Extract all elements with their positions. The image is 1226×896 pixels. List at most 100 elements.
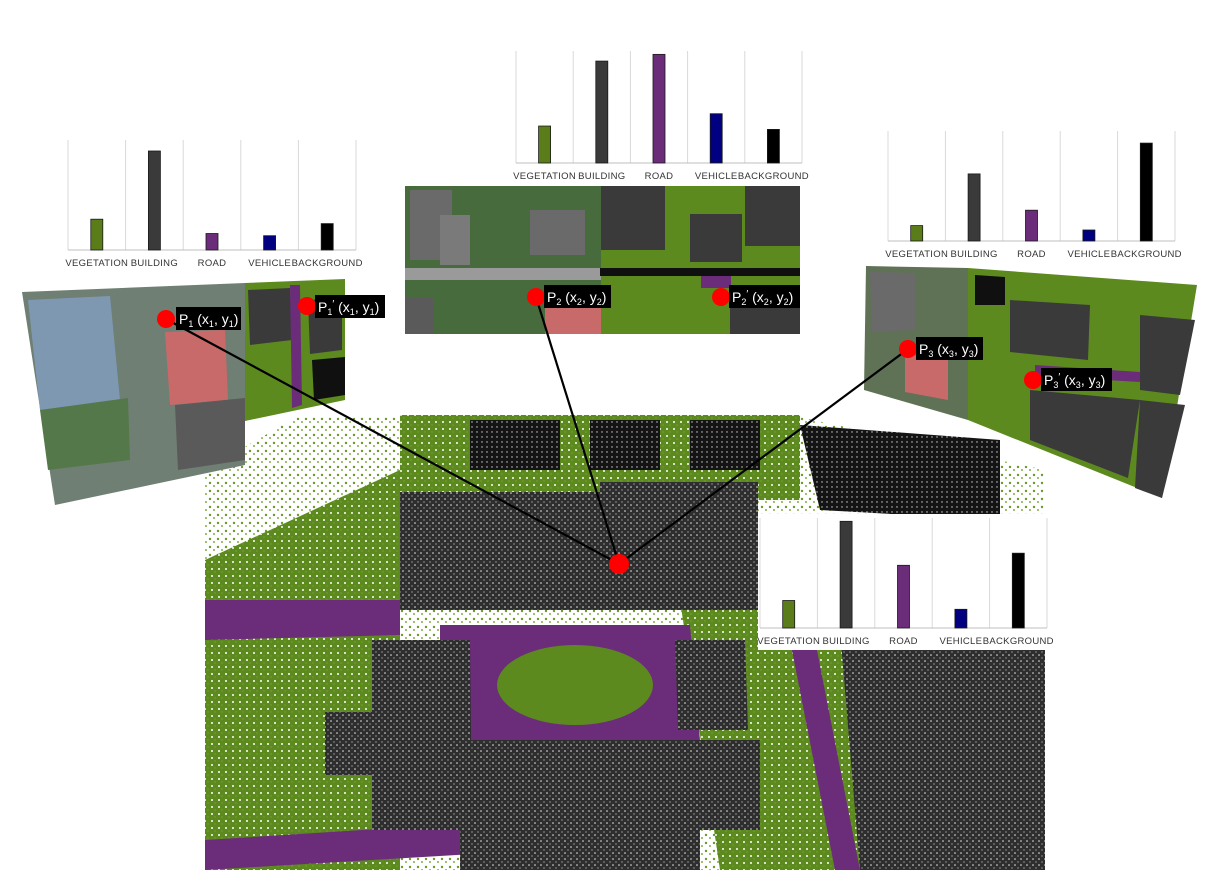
- road-cloud-bottom: [205, 820, 540, 870]
- building-cloud-d: [675, 640, 748, 730]
- tick-label-road: ROAD: [1017, 249, 1046, 260]
- point-labels: P1 (x1, y1) P1′ (x1, y1) P2 (x2, y2) P2′…: [176, 285, 1112, 391]
- seg-building-3a: [1010, 300, 1090, 360]
- projection-line-3: [618, 348, 909, 565]
- tick-label-building: BUILDING: [578, 171, 625, 182]
- building-cloud-e: [372, 740, 760, 830]
- bar-vehicle: [709, 113, 723, 164]
- seg-building-2b: [690, 214, 742, 262]
- label-p2-bg: [544, 285, 611, 308]
- seg-building-2a: [601, 186, 665, 250]
- road-cloud-main: [205, 600, 400, 640]
- bar-background: [767, 128, 780, 164]
- label-p2-prime-bg: [729, 285, 800, 308]
- label-p2-prime: P2′ (x2, y2): [729, 285, 800, 308]
- road-cloud-right: [790, 640, 860, 870]
- bar-road: [897, 564, 910, 629]
- marker-p1: [157, 310, 175, 328]
- image-panel-1: [22, 279, 345, 505]
- bar-background: [1139, 142, 1153, 242]
- bar-vegetation: [910, 225, 924, 242]
- building-cloud-f: [325, 712, 382, 775]
- bar-chart-image-1: VEGETATION BUILDING ROAD VEHICLE BACKGROUND: [65, 140, 362, 269]
- image-panel-2: [405, 186, 800, 334]
- bar-vehicle: [1082, 229, 1096, 242]
- tick-label-background: BACKGROUND: [738, 171, 809, 182]
- building-cloud-a: [400, 492, 605, 610]
- label-p3: P3 (x3, y3): [916, 337, 983, 360]
- building-cloud-i: [690, 420, 760, 470]
- tick-label-road: ROAD: [198, 258, 227, 269]
- tick-label-vehicle: VEHICLE: [940, 636, 983, 647]
- label-p2: P2 (x2, y2): [544, 285, 611, 308]
- tick-label-building: BUILDING: [950, 249, 997, 260]
- marker-p-cloud: [609, 554, 629, 574]
- bar-background: [1011, 552, 1025, 629]
- label-p1-bg: [176, 307, 241, 330]
- bar-building: [839, 520, 853, 629]
- building-cloud-top-right: [800, 425, 1000, 520]
- photo-red-court-3: [905, 355, 948, 400]
- bar-building: [967, 173, 981, 242]
- tick-label-road: ROAD: [889, 636, 918, 647]
- label-p2-prime-text: P2′ (x2, y2): [732, 289, 793, 307]
- label-p1-prime: P1′ (x1, y1): [315, 295, 385, 318]
- photo-road-2: [405, 268, 601, 280]
- tick-label-background: BACKGROUND: [983, 636, 1054, 647]
- tick-label-vegetation: VEGETATION: [65, 258, 128, 269]
- tick-label-vehicle: VEHICLE: [1068, 249, 1111, 260]
- projection-lines: [165, 296, 909, 565]
- building-cloud-right: [840, 630, 1045, 870]
- bar-building: [595, 60, 609, 164]
- label-p3-bg: [916, 337, 983, 360]
- seg-building-1a: [248, 288, 292, 345]
- bar-chart-image-2: VEGETATION BUILDING ROAD VEHICLE BACKGROUND: [513, 51, 809, 182]
- photo-roof-1b: [40, 398, 130, 470]
- label-p1-prime-bg: [315, 295, 385, 318]
- seg-bg-3: [975, 275, 1005, 305]
- label-p3-prime: P3′ (x3, y3): [1041, 368, 1112, 391]
- projection-line-1: [165, 318, 620, 565]
- tick-label-building: BUILDING: [131, 258, 178, 269]
- seg-building-2c: [745, 186, 800, 246]
- photo-gray-1: [175, 398, 245, 470]
- bar-background: [320, 223, 334, 251]
- building-cloud-g: [470, 420, 560, 470]
- bar-building: [147, 150, 161, 251]
- bar-chart-image-3: VEGETATION BUILDING ROAD VEHICLE BACKGROUND: [885, 131, 1182, 260]
- tick-label-vehicle: VEHICLE: [248, 258, 291, 269]
- photo-red-court-1: [165, 330, 228, 405]
- bar-road: [652, 53, 666, 164]
- label-p3-prime-text: P3′ (x3, y3): [1044, 372, 1105, 390]
- bar-vegetation: [782, 600, 796, 629]
- label-p1: P1 (x1, y1): [176, 307, 241, 330]
- marker-p2-prime: [712, 288, 730, 306]
- seg-bg-1: [312, 357, 345, 400]
- tick-label-vegetation: VEGETATION: [757, 636, 820, 647]
- seg-building-3c: [1030, 390, 1140, 478]
- bar-vehicle: [263, 235, 277, 251]
- bar-chart-point-cloud: VEGETATION BUILDING ROAD VEHICLE BACKGROUND: [757, 514, 1054, 650]
- photo-building-2b: [440, 215, 470, 265]
- seg-road-1: [290, 285, 302, 408]
- tick-label-vegetation: VEGETATION: [513, 171, 576, 182]
- field-cloud: [497, 645, 653, 725]
- label-p1-prime-text: P1′ (x1, y1): [318, 299, 379, 317]
- image-panel-3: [864, 266, 1197, 498]
- marker-p3-prime: [1024, 371, 1042, 389]
- tick-label-road: ROAD: [645, 171, 674, 182]
- label-p1-text: P1 (x1, y1): [179, 311, 238, 329]
- photo-gray-2: [405, 298, 433, 334]
- tick-label-background: BACKGROUND: [1111, 249, 1182, 260]
- bar-road: [1025, 209, 1038, 242]
- label-p2-text: P2 (x2, y2): [547, 289, 606, 307]
- tick-label-background: BACKGROUND: [292, 258, 363, 269]
- tick-label-vegetation: VEGETATION: [885, 249, 948, 260]
- building-cloud-bottom: [460, 830, 700, 870]
- label-p3-prime-bg: [1041, 368, 1112, 391]
- photo-building-2c: [530, 210, 585, 255]
- seg-building-3d: [1135, 400, 1185, 498]
- markers: [157, 288, 1042, 574]
- seg-road-2: [600, 268, 800, 276]
